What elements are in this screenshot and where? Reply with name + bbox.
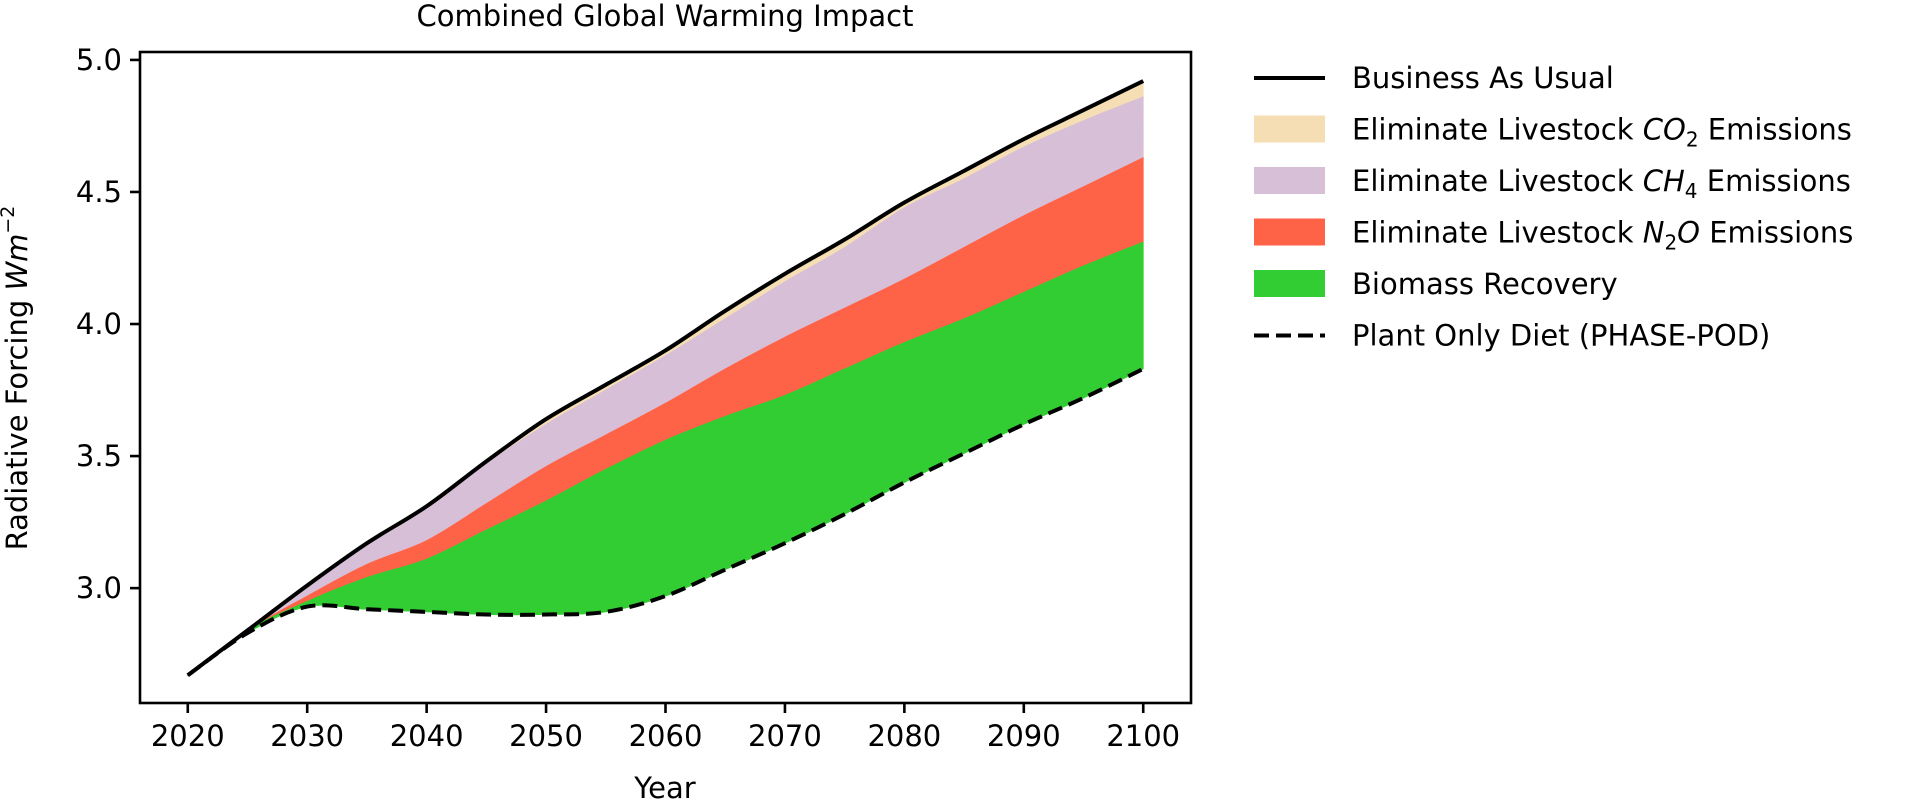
legend-item: Eliminate Livestock CH4 Emissions — [1254, 164, 1851, 203]
x-tick-label: 2070 — [748, 719, 822, 753]
x-tick-label: 2020 — [151, 719, 225, 753]
y-tick-label: 3.5 — [76, 439, 122, 473]
legend-color-swatch — [1254, 167, 1325, 194]
legend-label: Plant Only Diet (PHASE-POD) — [1352, 319, 1770, 353]
area-biomass-recovery — [186, 241, 1144, 676]
legend-label: Eliminate Livestock CH4 Emissions — [1352, 164, 1851, 203]
y-tick-label: 4.5 — [76, 175, 122, 209]
x-tick-label: 2050 — [509, 719, 583, 753]
legend-color-swatch — [1254, 115, 1325, 143]
line-business-as-usual — [186, 79, 1145, 677]
x-tick-label: 2040 — [390, 719, 464, 753]
y-axis-title-text: Radiative Forcing — [0, 291, 34, 551]
legend-label: Eliminate Livestock CO2 Emissions — [1352, 113, 1852, 152]
y-axis-title: Radiative Forcing Wm−2 — [0, 206, 34, 551]
x-tick-label: 2060 — [629, 719, 703, 753]
x-tick-label: 2100 — [1106, 719, 1180, 753]
legend-item: Plant Only Diet (PHASE-POD) — [1254, 319, 1770, 353]
y-tick-label: 3.0 — [76, 571, 122, 605]
y-axis-title-unit: Wm — [0, 234, 34, 291]
plot-lines — [186, 79, 1145, 677]
legend-item: Eliminate Livestock N2O Emissions — [1254, 216, 1853, 255]
y-tick-label: 5.0 — [76, 43, 122, 77]
chart-title: Combined Global Warming Impact — [417, 0, 914, 33]
legend-item: Business As Usual — [1254, 61, 1614, 95]
legend-label: Eliminate Livestock N2O Emissions — [1352, 216, 1853, 255]
x-tick-label: 2030 — [270, 719, 344, 753]
y-axis: 3.0 3.5 4.0 4.5 5.0 — [76, 43, 140, 605]
legend-item: Biomass Recovery — [1254, 267, 1618, 301]
legend-label: Biomass Recovery — [1352, 267, 1618, 301]
legend-label: Business As Usual — [1352, 61, 1614, 95]
legend-color-swatch — [1254, 218, 1325, 246]
x-tick-label: 2080 — [867, 719, 941, 753]
legend-item: Eliminate Livestock CO2 Emissions — [1254, 113, 1852, 152]
x-tick-label: 2090 — [987, 719, 1061, 753]
legend: Business As Usual Eliminate Livestock CO2… — [1254, 61, 1853, 353]
y-tick-label: 4.0 — [76, 307, 122, 341]
x-axis-title: Year — [633, 771, 695, 805]
plot-areas — [186, 80, 1144, 676]
y-axis-title-exponent: −2 — [0, 206, 19, 234]
legend-color-swatch — [1254, 270, 1325, 297]
line-plant-only-diet — [186, 367, 1145, 677]
x-axis: 2020 2030 2040 2050 2060 2070 2080 2090 2100 — [151, 703, 1180, 753]
